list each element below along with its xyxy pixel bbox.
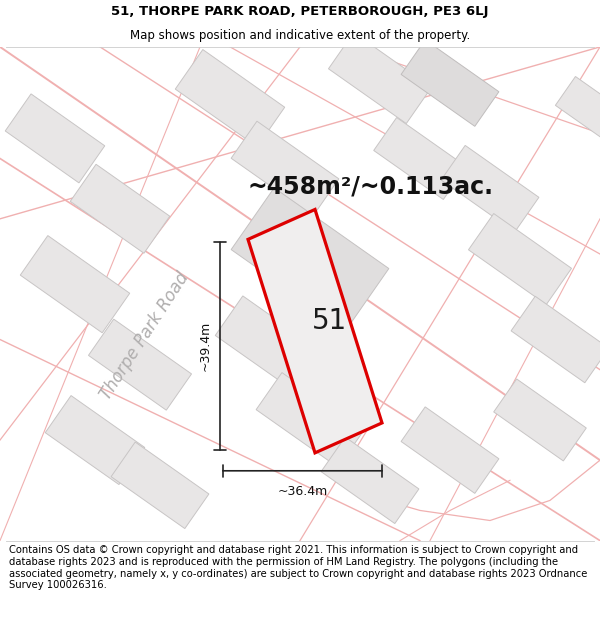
Polygon shape [494, 379, 586, 461]
Text: 51: 51 [313, 307, 347, 335]
Polygon shape [231, 188, 389, 331]
Polygon shape [20, 236, 130, 332]
Polygon shape [328, 32, 431, 124]
Polygon shape [5, 94, 105, 183]
Text: ~36.4m: ~36.4m [277, 485, 328, 498]
Polygon shape [401, 407, 499, 493]
Text: ~458m²/~0.113ac.: ~458m²/~0.113ac. [247, 174, 493, 199]
Polygon shape [70, 164, 170, 253]
Polygon shape [321, 437, 419, 524]
Polygon shape [175, 49, 285, 147]
Polygon shape [111, 442, 209, 529]
Polygon shape [248, 209, 382, 453]
Polygon shape [441, 146, 539, 232]
Polygon shape [374, 118, 466, 199]
Polygon shape [215, 296, 325, 393]
Polygon shape [45, 396, 145, 484]
Polygon shape [511, 296, 600, 382]
Text: Thorpe Park Road: Thorpe Park Road [97, 269, 193, 403]
Polygon shape [401, 40, 499, 126]
Polygon shape [256, 372, 364, 468]
Polygon shape [469, 214, 572, 304]
Polygon shape [231, 121, 339, 216]
Text: 51, THORPE PARK ROAD, PETERBOROUGH, PE3 6LJ: 51, THORPE PARK ROAD, PETERBOROUGH, PE3 … [111, 5, 489, 18]
Polygon shape [556, 76, 600, 140]
Text: Contains OS data © Crown copyright and database right 2021. This information is : Contains OS data © Crown copyright and d… [9, 545, 587, 590]
Polygon shape [88, 319, 191, 410]
Text: ~39.4m: ~39.4m [199, 321, 212, 371]
Text: Map shows position and indicative extent of the property.: Map shows position and indicative extent… [130, 29, 470, 42]
